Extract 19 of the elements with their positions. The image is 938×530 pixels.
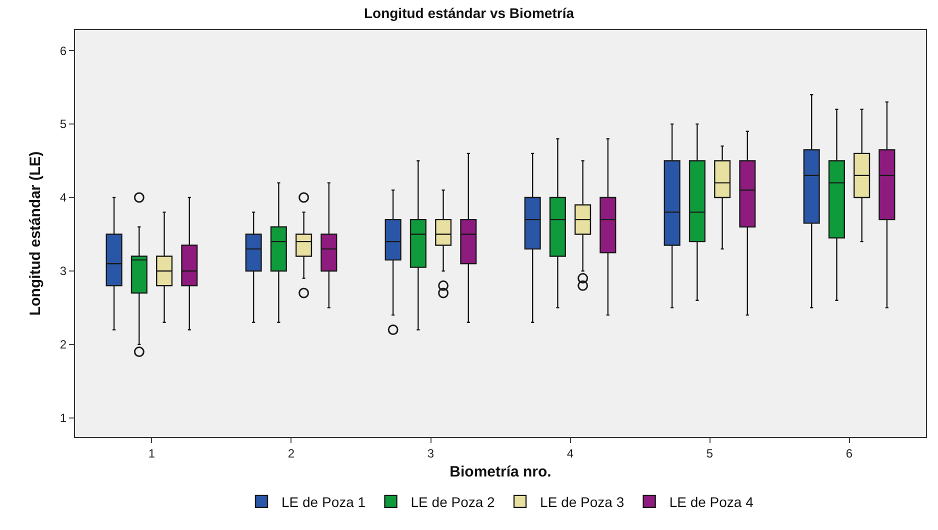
legend-label: LE de Poza 2 — [410, 494, 496, 510]
legend-label: LE de Poza 4 — [669, 494, 754, 510]
y-tick-label: 5 — [60, 117, 67, 132]
chart-title: Longitud estándar vs Biometría — [364, 4, 574, 21]
y-tick-label: 1 — [60, 411, 67, 426]
x-axis-title: Biometría nro. — [450, 463, 552, 480]
x-tick-label: 4 — [566, 446, 574, 460]
y-tick-label: 6 — [60, 44, 67, 58]
x-tick-label: 5 — [706, 446, 714, 460]
legend-label: LE de Poza 3 — [540, 494, 624, 510]
y-tick-label: 2 — [60, 338, 67, 352]
y-tick-label: 3 — [60, 264, 67, 278]
x-tick-label: 2 — [288, 446, 295, 460]
x-tick-label: 3 — [427, 446, 434, 460]
y-tick-label: 4 — [60, 190, 67, 205]
y-axis-title: Longitud estándar (LE) — [27, 151, 44, 316]
x-tick-label: 6 — [846, 446, 853, 460]
legend-label: LE de Poza 1 — [282, 494, 366, 510]
x-tick-label: 1 — [148, 446, 156, 460]
